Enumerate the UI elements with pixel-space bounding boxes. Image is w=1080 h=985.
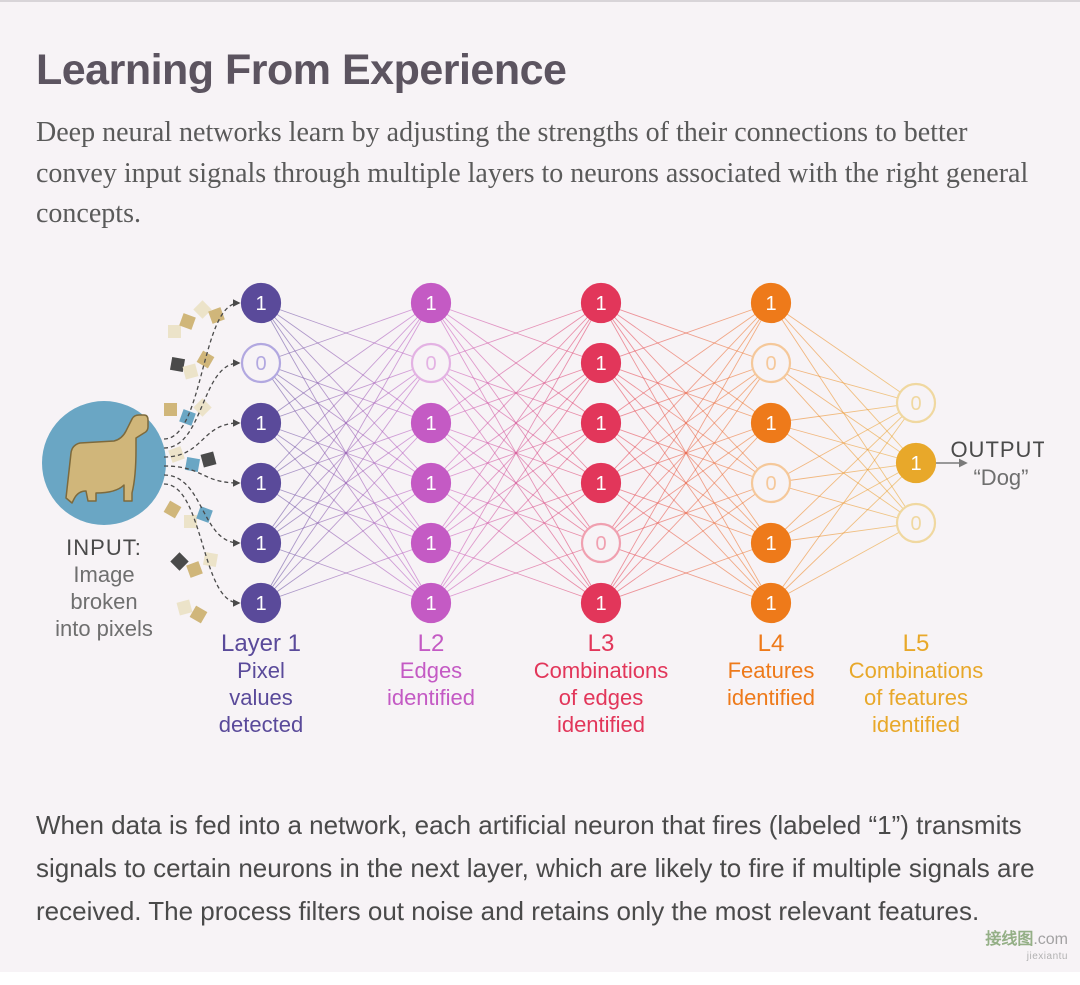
svg-text:Pixel: Pixel <box>237 658 285 683</box>
caption-paragraph: When data is fed into a network, each ar… <box>36 804 1044 933</box>
network-svg: INPUT:Imagebrokeninto pixels 1 0 1 1 1 1 1 0 1 1 1 1… <box>36 253 1044 773</box>
watermark-text3: jiexiantu <box>1027 951 1068 962</box>
svg-text:1: 1 <box>765 593 776 615</box>
svg-text:1: 1 <box>595 353 606 375</box>
svg-text:of edges: of edges <box>559 685 643 710</box>
svg-text:1: 1 <box>255 293 266 315</box>
svg-text:1: 1 <box>595 593 606 615</box>
svg-text:into pixels: into pixels <box>55 616 153 641</box>
svg-text:1: 1 <box>255 413 266 435</box>
page-title: Learning From Experience <box>36 46 1044 95</box>
svg-text:broken: broken <box>70 589 137 614</box>
svg-text:0: 0 <box>425 353 436 375</box>
svg-text:identified: identified <box>727 685 815 710</box>
svg-text:1: 1 <box>765 413 776 435</box>
svg-text:Combinations: Combinations <box>534 658 669 683</box>
svg-text:OUTPUT:: OUTPUT: <box>950 437 1044 462</box>
svg-text:1: 1 <box>595 293 606 315</box>
svg-text:identified: identified <box>387 685 475 710</box>
svg-text:1: 1 <box>425 293 436 315</box>
svg-text:1: 1 <box>255 473 266 495</box>
svg-text:1: 1 <box>425 593 436 615</box>
svg-text:of features: of features <box>864 685 968 710</box>
watermark-text1: 接线图 <box>985 931 1033 948</box>
svg-text:Features: Features <box>728 658 815 683</box>
svg-text:0: 0 <box>595 533 606 555</box>
svg-text:Combinations: Combinations <box>849 658 984 683</box>
layer-labels: Layer 1PixelvaluesdetectedL2Edgesidentif… <box>219 630 983 737</box>
svg-text:1: 1 <box>765 533 776 555</box>
svg-text:identified: identified <box>557 712 645 737</box>
svg-text:L5: L5 <box>903 630 930 657</box>
svg-text:0: 0 <box>765 353 776 375</box>
page: Learning From Experience Deep neural net… <box>0 0 1080 972</box>
svg-text:0: 0 <box>255 353 266 375</box>
svg-text:values: values <box>229 685 293 710</box>
watermark: 接线图.com jiexiantu <box>985 931 1068 963</box>
watermark-text2: .com <box>1033 931 1068 948</box>
svg-text:Layer 1: Layer 1 <box>221 630 301 657</box>
svg-text:“Dog”: “Dog” <box>973 465 1028 490</box>
svg-text:1: 1 <box>425 473 436 495</box>
svg-text:0: 0 <box>910 393 921 415</box>
svg-text:Edges: Edges <box>400 658 462 683</box>
svg-text:identified: identified <box>872 712 960 737</box>
svg-text:1: 1 <box>255 533 266 555</box>
svg-text:1: 1 <box>910 453 921 475</box>
svg-text:1: 1 <box>425 533 436 555</box>
svg-text:1: 1 <box>765 293 776 315</box>
svg-text:L4: L4 <box>758 630 785 657</box>
svg-text:1: 1 <box>595 413 606 435</box>
network-diagram: INPUT:Imagebrokeninto pixels 1 0 1 1 1 1 1 0 1 1 1 1… <box>36 253 1044 778</box>
svg-text:Image: Image <box>73 562 134 587</box>
svg-text:INPUT:: INPUT: <box>66 535 142 560</box>
svg-text:1: 1 <box>425 413 436 435</box>
svg-text:0: 0 <box>910 513 921 535</box>
input-image <box>42 401 166 525</box>
lead-paragraph: Deep neural networks learn by adjusting … <box>36 113 1044 235</box>
svg-text:L3: L3 <box>588 630 615 657</box>
svg-text:1: 1 <box>595 473 606 495</box>
svg-text:1: 1 <box>255 593 266 615</box>
output-label: OUTPUT: “Dog” <box>936 437 1044 490</box>
svg-text:detected: detected <box>219 712 303 737</box>
svg-text:0: 0 <box>765 473 776 495</box>
pixel-squares <box>164 300 225 623</box>
svg-text:L2: L2 <box>418 630 445 657</box>
